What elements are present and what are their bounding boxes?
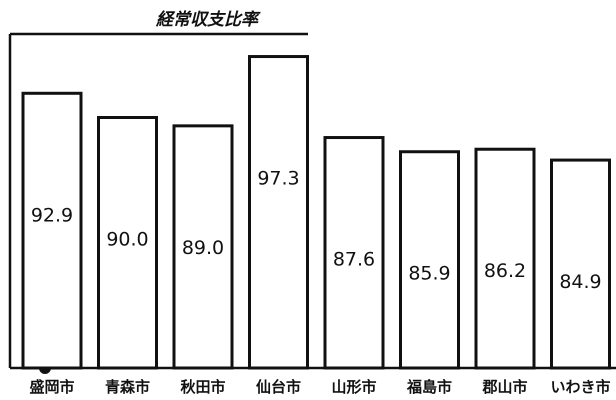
category-label-3: 秋田市 [180,378,225,396]
category-label-1: 盛岡市 [29,378,74,396]
bar-2 [97,116,158,370]
bar-5 [323,136,385,370]
data-label-1: 92.9 [31,204,73,226]
category-label-2: 青森市 [105,378,150,396]
data-label-5: 87.6 [333,249,375,271]
category-labels-layer: 盛岡市 青森市 秋田市 仙台市 山形市 福島市 郡山市 いわき市 [29,378,610,396]
data-label-4: 97.3 [257,168,299,190]
bar-4 [248,55,309,370]
category-label-4: 仙台市 [256,378,301,396]
data-label-6: 85.9 [408,263,450,285]
bar-3 [172,124,234,370]
value-labels-layer: 92.9 90.0 89.0 97.3 87.6 85.9 86.2 84.9 [31,168,602,294]
bar-6 [399,150,460,370]
bar-8 [550,158,611,370]
data-label-7: 86.2 [484,260,526,282]
bar-7 [474,147,536,370]
category-label-7: 郡山市 [481,378,527,396]
bars-layer [21,55,611,370]
bar-1 [21,91,83,370]
category-label-5: 山形市 [331,378,376,396]
data-label-2: 90.0 [106,229,148,251]
category-label-8: いわき市 [550,378,610,396]
chart-title: 経常収支比率 [155,10,261,30]
data-label-3: 89.0 [182,237,224,259]
category-label-6: 福島市 [406,378,452,396]
data-label-8: 84.9 [559,271,601,293]
